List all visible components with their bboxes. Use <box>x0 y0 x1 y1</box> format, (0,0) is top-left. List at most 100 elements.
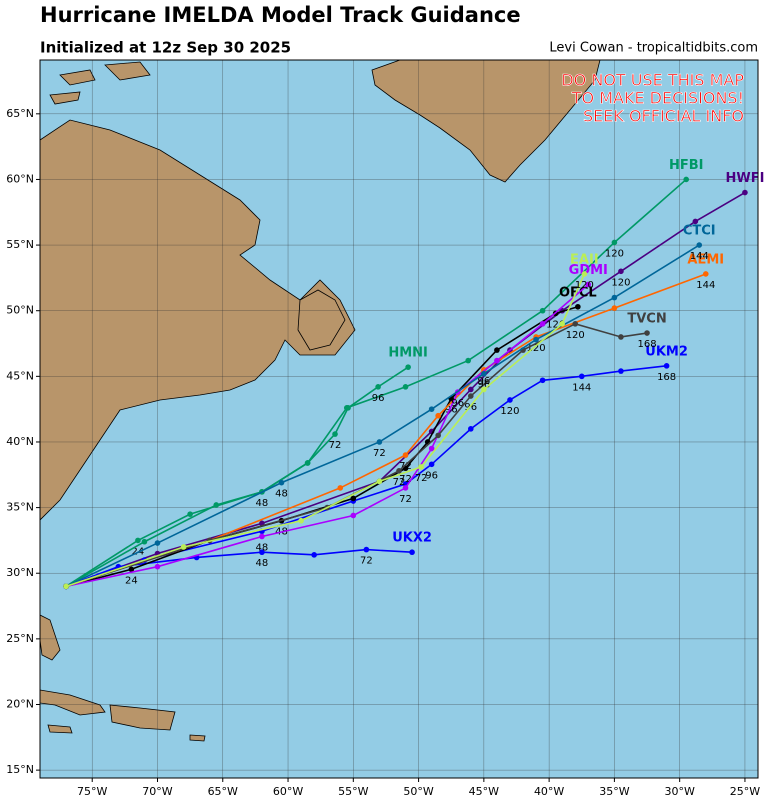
x-tick-label: 40°W <box>534 785 564 798</box>
hour-label: 144 <box>690 251 709 262</box>
track-point <box>533 336 539 343</box>
track-point <box>585 281 592 288</box>
track-point <box>683 176 689 183</box>
x-tick-label: 25°W <box>730 785 760 798</box>
x-tick-label: 70°W <box>142 785 172 798</box>
track-point <box>350 512 357 519</box>
warning-line: SEEK OFFICIAL INFO <box>583 107 744 126</box>
hour-label: 120 <box>546 319 565 330</box>
model-name: EAII <box>570 252 599 267</box>
track-point <box>494 357 500 364</box>
track-point <box>213 502 220 508</box>
track-point <box>572 321 579 327</box>
y-tick-label: 45°N <box>6 369 34 382</box>
frame <box>39 59 759 779</box>
hour-label: 96 <box>464 402 477 413</box>
track-point <box>345 405 351 411</box>
hour-label: 120 <box>500 406 519 417</box>
y-tick-label: 40°N <box>6 435 34 448</box>
x-tick-label: 35°W <box>599 785 629 798</box>
warning-line: DO NOT USE THIS MAP <box>561 71 744 90</box>
y-tick-label: 50°N <box>6 304 34 317</box>
y-tick-label: 65°N <box>6 107 34 120</box>
track-point <box>481 386 487 393</box>
y-tick-label: 55°N <box>6 238 34 251</box>
model-name: HWFI <box>725 171 764 186</box>
track-point <box>644 330 650 336</box>
hour-label: 72 <box>415 473 428 484</box>
track-point <box>141 538 148 545</box>
track-point <box>409 549 415 556</box>
hour-label: 48 <box>256 558 269 569</box>
hour-label: 120 <box>527 343 546 354</box>
hour-label: 168 <box>657 372 676 383</box>
track-point <box>304 460 311 466</box>
y-tick-label: 15°N <box>6 763 34 776</box>
model-name: AEMI <box>687 252 724 267</box>
track-point <box>298 517 304 524</box>
track-point <box>468 386 474 393</box>
y-tick-label: 35°N <box>6 501 34 514</box>
track-point <box>402 452 409 458</box>
track-point <box>575 303 581 310</box>
hour-label: 96 <box>451 398 464 409</box>
track-point <box>742 189 748 196</box>
track-point <box>154 563 161 570</box>
track-point <box>696 242 703 248</box>
model-name: HFBI <box>669 158 704 173</box>
track-point <box>402 485 409 491</box>
track-point <box>187 511 193 517</box>
track-point <box>428 461 435 468</box>
x-tick-label: 75°W <box>77 785 107 798</box>
track-point <box>435 412 441 419</box>
model-name: HMNI <box>388 346 428 361</box>
track-point <box>507 397 513 403</box>
model-name: UKX2 <box>392 531 432 546</box>
track-point <box>375 384 381 390</box>
y-tick-label: 60°N <box>6 172 34 185</box>
model-name: CTCI <box>683 224 716 239</box>
track-point <box>428 406 435 412</box>
track-point <box>435 432 441 439</box>
track-point <box>539 321 546 327</box>
hour-label: 120 <box>611 277 630 288</box>
hour-label: 96 <box>425 470 438 481</box>
hour-label: 96 <box>445 405 458 416</box>
track-point <box>494 347 500 353</box>
chart-title: Hurricane IMELDA Model Track Guidance <box>40 3 521 27</box>
x-tick-label: 45°W <box>469 785 499 798</box>
track-point <box>618 268 624 275</box>
hour-label: 72 <box>399 494 412 505</box>
hour-label: 120 <box>575 280 594 291</box>
track-point <box>405 364 411 370</box>
track-point <box>337 485 344 491</box>
track <box>65 273 586 588</box>
track-point <box>259 533 265 540</box>
track-point <box>180 544 187 550</box>
hour-label: 96 <box>477 376 490 387</box>
hour-label: 72 <box>329 440 342 451</box>
track-point <box>135 537 141 544</box>
track-point <box>376 478 383 485</box>
track-point <box>350 495 357 502</box>
track-point <box>481 366 487 373</box>
track-point <box>702 271 709 277</box>
track-point <box>465 357 471 364</box>
model-name: TVCN <box>627 312 666 327</box>
track-point <box>259 549 265 556</box>
track-point <box>578 373 585 380</box>
hour-label: 72 <box>360 556 373 567</box>
track-point <box>376 439 383 445</box>
track-point <box>402 384 409 390</box>
hour-label: 144 <box>572 382 591 393</box>
track-point <box>611 239 618 246</box>
track-point <box>618 334 624 340</box>
y-tick-label: 30°N <box>6 566 34 579</box>
x-tick-label: 55°W <box>338 785 368 798</box>
hour-label: 72 <box>373 448 386 459</box>
hour-label: 48 <box>275 489 288 500</box>
hour-label: 72 <box>399 461 412 472</box>
